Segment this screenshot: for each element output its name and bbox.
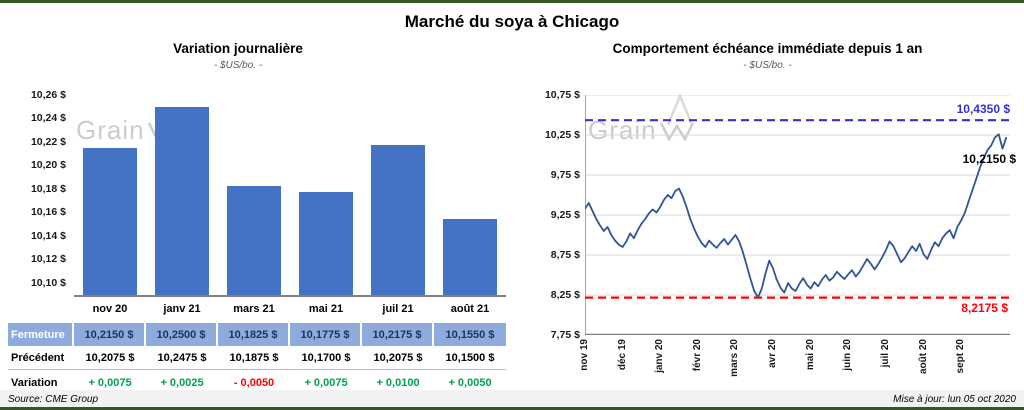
table-cell: 10,2500 $	[146, 323, 218, 346]
category-label: mars 21	[233, 303, 275, 315]
line-x-tick-label: avr 20	[767, 339, 779, 368]
table-corner-cell	[8, 297, 74, 321]
line-y-tick-label: 9,25 $	[550, 208, 580, 221]
table-cell: 10,1550 $	[434, 323, 506, 346]
grainwiz-logo-icon	[659, 120, 695, 142]
table-cell: 10,2075 $	[362, 346, 434, 370]
category-label: nov 20	[92, 303, 128, 315]
bar-y-tick-label: 10,26 $	[30, 88, 66, 101]
line-x-tick-label: déc 19	[616, 339, 628, 371]
bar-y-tick-label: 10,10 $	[30, 276, 66, 289]
table-cell: 10,2475 $	[146, 346, 218, 370]
line-x-tick-label: juil 20	[879, 339, 891, 368]
bar-juil-21	[371, 145, 425, 295]
bar-y-tick-label: 10,14 $	[30, 229, 66, 242]
line-x-tick-label: sept 20	[955, 339, 967, 374]
summary-table: Fermeture 10,2150 $10,2500 $10,1825 $10,1…	[8, 323, 506, 396]
category-label: juil 21	[382, 303, 414, 315]
category-header-row: nov 20 janv 21 mars 21 mai 21 juil 21 août 21	[8, 297, 506, 321]
bar-chart-plot	[74, 95, 506, 297]
footer-bar	[0, 390, 1024, 407]
line-x-tick-label: mars 20	[729, 339, 741, 377]
updated-note: Mise à jour: lun 05 oct 2020	[893, 394, 1016, 405]
bar-y-tick-label: 10,20 $	[30, 159, 66, 172]
line-y-tick-label: 8,25 $	[550, 288, 580, 301]
bar-y-tick-label: 10,16 $	[30, 206, 66, 219]
contract-high-label: 10,4350 $	[956, 102, 1010, 116]
line-y-tick-label: 9,75 $	[550, 168, 580, 181]
category-label: janv 21	[163, 303, 201, 315]
line-x-axis: nov 19 déc 19 janv 20 févr 20 mars 20 avr 20 m…	[579, 337, 1010, 391]
bar-janv-21	[155, 106, 209, 295]
watermark-peak-icon	[666, 93, 694, 127]
line-x-tick-label: févr 20	[691, 339, 703, 372]
table-row-fermeture: Fermeture 10,2150 $10,2500 $10,1825 $10,1…	[8, 323, 506, 346]
grainwiz-watermark-text: Grain	[76, 115, 145, 145]
bar-y-tick-label: 10,18 $	[30, 182, 66, 195]
line-x-tick-label: juin 20	[842, 339, 854, 371]
source-note: Source: CME Group	[8, 394, 99, 405]
bar-y-axis: 10,26 $ 10,24 $ 10,22 $ 10,20 $ 10,18 $ 10,16…	[8, 89, 66, 295]
bar-y-tick-label: 10,24 $	[30, 112, 66, 124]
bar-mars-21	[227, 186, 281, 295]
line-x-tick-label: août 20	[917, 339, 929, 375]
bar-chart-title: Variation journalière	[173, 41, 303, 56]
bar-y-tick-label: 10,22 $	[30, 135, 66, 148]
line-chart-title: Comportement échéance immédiate depuis 1…	[612, 41, 923, 56]
row-label: Fermeture	[8, 323, 74, 346]
table-cell: 10,2075 $	[74, 346, 146, 370]
line-x-tick-label: mai 20	[804, 339, 816, 371]
line-y-axis: 10,75 $ 10,25 $ 9,75 $ 9,25 $ 8,75 $ 8,25 $ 7,…	[522, 89, 580, 341]
line-y-tick-label: 10,25 $	[544, 128, 580, 141]
bar-août-21	[443, 218, 497, 295]
table-cell: 10,1875 $	[218, 346, 290, 370]
row-label: Précédent	[8, 346, 74, 370]
line-y-tick-label: 8,75 $	[550, 248, 580, 261]
table-cell: 10,1700 $	[290, 346, 362, 370]
table-row-précédent: Précédent 10,2075 $10,2475 $10,1875 $10,1…	[8, 346, 506, 370]
line-x-tick-label: janv 20	[654, 339, 666, 373]
table-cell: 10,1825 $	[218, 323, 290, 346]
last-price-label: 10,2150 $	[962, 152, 1016, 166]
category-label: mai 21	[308, 303, 344, 315]
line-y-tick-label: 10,75 $	[544, 88, 580, 101]
page-title: Marché du soya à Chicago	[404, 12, 620, 31]
line-y-tick-label: 7,75 $	[550, 328, 580, 341]
line-x-tick-label: nov 19	[579, 339, 590, 371]
contract-low-label: 8,2175 $	[961, 301, 1008, 315]
category-label: août 21	[450, 303, 490, 315]
table-cell: 10,2150 $	[74, 323, 146, 346]
line-chart-svg	[585, 95, 1010, 335]
table-cell: 10,1500 $	[434, 346, 506, 370]
line-chart-subtitle: - $US/bo. -	[743, 60, 792, 71]
table-cell: 10,2175 $	[362, 323, 434, 346]
bar-nov-20	[83, 147, 137, 295]
bar-chart-subtitle: - $US/bo. -	[213, 60, 263, 71]
table-cell: 10,1775 $	[290, 323, 362, 346]
bar-mai-21	[299, 192, 353, 295]
grainwiz-watermark: Grain	[76, 115, 183, 146]
bar-y-tick-label: 10,12 $	[30, 253, 66, 266]
